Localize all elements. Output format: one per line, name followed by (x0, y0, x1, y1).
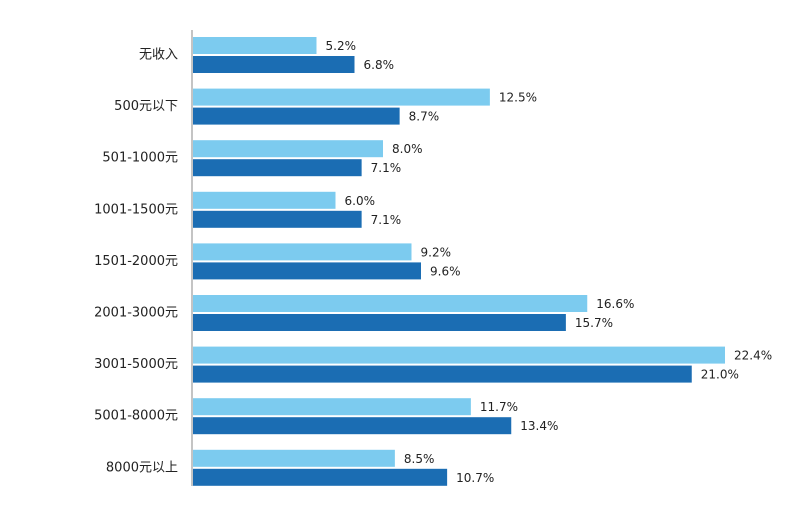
bar (193, 140, 383, 158)
value-label: 22.4% (734, 349, 772, 363)
bar (193, 365, 692, 383)
bar (193, 56, 355, 73)
bar (193, 346, 725, 364)
bar (193, 210, 362, 228)
value-label: 7.1% (371, 161, 402, 175)
category-label: 1501-2000元 (94, 254, 178, 269)
category-label: 501-1000元 (102, 151, 178, 166)
category-label: 1001-1500元 (94, 202, 178, 217)
value-label: 6.8% (364, 58, 395, 72)
value-label: 9.2% (421, 245, 452, 259)
category-label: 无收入 (139, 48, 178, 63)
value-label: 7.1% (371, 213, 402, 227)
value-label: 16.6% (596, 297, 634, 311)
bar (193, 262, 421, 280)
value-label: 13.4% (520, 419, 558, 433)
value-label: 8.5% (404, 452, 435, 466)
bar (193, 107, 400, 125)
category-label: 2001-3000元 (94, 306, 178, 321)
value-label: 21.0% (701, 368, 739, 382)
value-label: 15.7% (575, 316, 613, 330)
bar (193, 417, 512, 435)
bar (193, 243, 412, 261)
value-label: 9.6% (430, 264, 461, 278)
category-label: 3001-5000元 (94, 357, 178, 372)
bar (193, 468, 448, 486)
bar (193, 88, 490, 106)
value-label: 5.2% (326, 39, 357, 53)
bar (193, 398, 471, 416)
value-label: 10.7% (456, 471, 494, 485)
bar (193, 37, 317, 54)
bar (193, 295, 588, 312)
value-label: 12.5% (499, 91, 537, 105)
bar (193, 159, 362, 177)
category-label: 8000元以上 (106, 460, 178, 475)
bar (193, 449, 395, 467)
category-label: 5001-8000元 (94, 409, 178, 424)
value-label: 8.0% (392, 142, 423, 156)
value-label: 6.0% (345, 194, 376, 208)
bar (193, 191, 336, 209)
value-label: 11.7% (480, 400, 518, 414)
value-label: 8.7% (409, 110, 440, 124)
bar (193, 314, 566, 331)
category-label: 500元以下 (114, 99, 178, 114)
